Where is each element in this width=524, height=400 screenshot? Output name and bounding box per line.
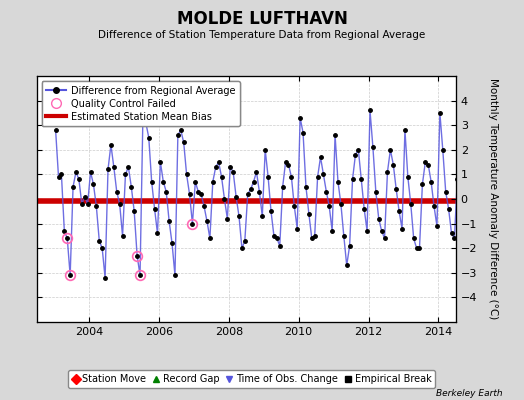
Legend: Difference from Regional Average, Quality Control Failed, Estimated Station Mean: Difference from Regional Average, Qualit… [41,81,240,126]
Text: MOLDE LUFTHAVN: MOLDE LUFTHAVN [177,10,347,28]
Legend: Station Move, Record Gap, Time of Obs. Change, Empirical Break: Station Move, Record Gap, Time of Obs. C… [68,370,435,388]
Text: Difference of Station Temperature Data from Regional Average: Difference of Station Temperature Data f… [99,30,425,40]
Y-axis label: Monthly Temperature Anomaly Difference (°C): Monthly Temperature Anomaly Difference (… [488,78,498,320]
Text: Berkeley Earth: Berkeley Earth [436,389,503,398]
